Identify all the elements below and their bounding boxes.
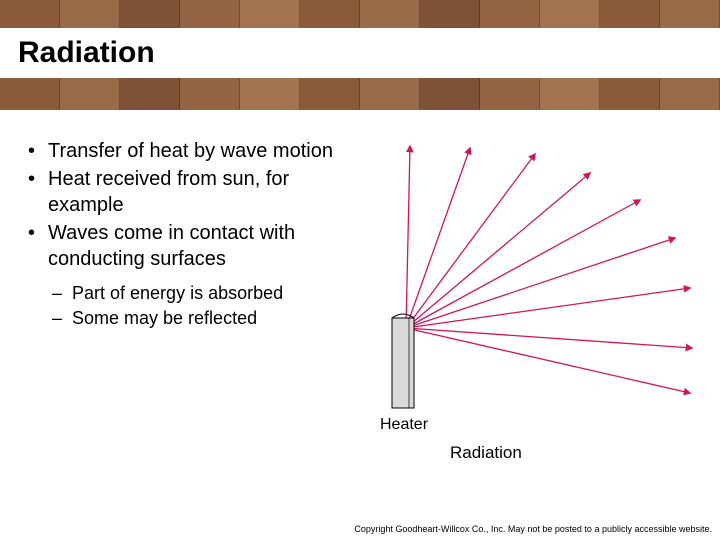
bullet-item: Transfer of heat by wave motion: [20, 138, 360, 164]
heater-label: Heater: [380, 416, 428, 434]
bullet-item: Heat received from sun, for example: [20, 166, 360, 218]
slide-header: Radiation: [0, 0, 720, 110]
bullet-column: Transfer of heat by wave motion Heat rec…: [20, 138, 360, 468]
slide-content: Transfer of heat by wave motion Heat rec…: [0, 110, 720, 468]
radiation-label: Radiation: [450, 443, 522, 463]
sub-bullet-item: Part of energy is absorbed: [20, 282, 360, 305]
bullet-item: Waves come in contact with conducting su…: [20, 220, 360, 272]
diagram-column: Heater Radiation: [360, 138, 710, 468]
slide-title: Radiation: [18, 36, 155, 70]
copyright-text: Copyright Goodheart-Willcox Co., Inc. Ma…: [354, 524, 712, 534]
title-bar: Radiation: [0, 28, 720, 78]
sub-bullet-list: Part of energy is absorbed Some may be r…: [20, 282, 360, 331]
main-bullet-list: Transfer of heat by wave motion Heat rec…: [20, 138, 360, 272]
radiation-diagram: [360, 138, 710, 418]
sub-bullet-item: Some may be reflected: [20, 307, 360, 330]
